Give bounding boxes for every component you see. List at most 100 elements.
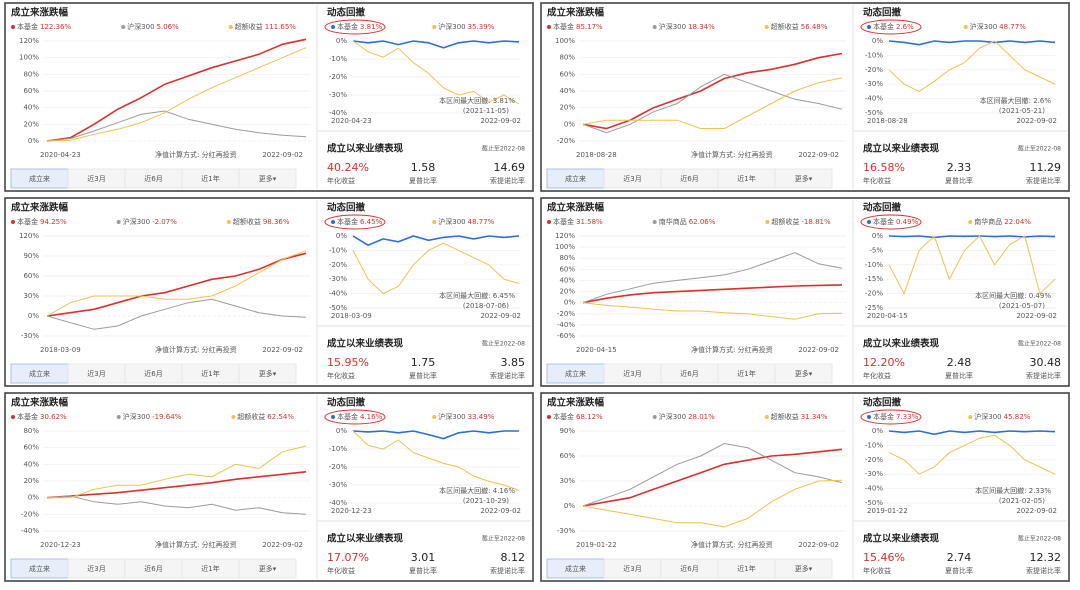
method: 净值计算方式: 分红再投资 <box>691 540 773 549</box>
tab[interactable] <box>774 558 833 579</box>
tab-label[interactable]: 近6月 <box>144 564 162 573</box>
legend-value: 62.54% <box>267 413 294 421</box>
tab[interactable] <box>774 363 833 384</box>
tab-label[interactable]: 成立来 <box>565 564 586 573</box>
legend-dot <box>968 415 973 419</box>
metric-label: 夏普比率 <box>945 566 973 575</box>
left-title: 成立来涨跌幅 <box>547 202 605 214</box>
method: 净值计算方式: 分红再投资 <box>155 150 237 159</box>
y-tick-label: -20% <box>865 456 883 464</box>
highlight-circle <box>860 214 922 230</box>
metric-label: 夏普比率 <box>409 371 437 380</box>
return-line <box>46 110 307 142</box>
tab-label[interactable]: 成立来 <box>565 174 586 183</box>
max-drawdown-date: (2021-10-29) <box>463 497 509 505</box>
return-line <box>582 73 843 134</box>
legend-dot <box>11 25 15 29</box>
tab-label[interactable]: 近6月 <box>680 174 698 183</box>
tab-label[interactable]: 成立来 <box>565 369 586 378</box>
y-tick-label: -10% <box>329 246 347 254</box>
tab-label[interactable]: 近1年 <box>737 174 755 183</box>
tab-label[interactable]: 更多▾ <box>795 174 813 183</box>
tab[interactable] <box>238 363 297 384</box>
metric-value: 1.58 <box>411 161 436 174</box>
tab-label[interactable]: 成立来 <box>29 174 50 183</box>
end-date: 2022-09-02 <box>480 312 521 320</box>
tab-label[interactable]: 近1年 <box>737 564 755 573</box>
tab-label[interactable]: 近3月 <box>623 564 641 573</box>
start-date: 2018-03-09 <box>331 312 372 320</box>
tab-label[interactable]: 近3月 <box>623 369 641 378</box>
y-tick-label: -30% <box>329 91 347 99</box>
y-tick-label: 80% <box>559 54 575 62</box>
tab-label[interactable]: 成立来 <box>29 564 50 573</box>
tab[interactable] <box>238 558 297 579</box>
start-date: 2018-08-28 <box>576 151 617 159</box>
legend-name: 本基金 <box>553 217 574 226</box>
return-line <box>46 471 307 499</box>
legend-name: 沪深300 <box>438 217 465 226</box>
legend-name: 沪深300 <box>123 412 150 421</box>
tab-label[interactable]: 近1年 <box>201 564 219 573</box>
tab-label[interactable]: 近6月 <box>680 564 698 573</box>
perf-title: 成立以来业绩表现 <box>863 338 940 350</box>
legend-name: 本基金 <box>17 217 38 226</box>
tab-label[interactable]: 近3月 <box>87 369 105 378</box>
cutoff: 截止至2022-08 <box>482 145 525 153</box>
legend-name: 本基金 <box>873 22 894 31</box>
metric-label: 年化收益 <box>327 566 355 575</box>
legend-name: 超额收益 <box>233 217 261 226</box>
left-title: 成立来涨跌幅 <box>11 397 69 409</box>
legend-dot <box>228 25 233 29</box>
y-tick-label: -20% <box>21 510 39 518</box>
tab[interactable] <box>238 168 297 189</box>
legend-value: 3.81% <box>360 23 383 31</box>
tab-label[interactable]: 近3月 <box>623 174 641 183</box>
y-tick-label: -30% <box>329 481 347 489</box>
metric-value: 3.85 <box>501 356 526 369</box>
tab-label[interactable]: 近3月 <box>87 564 105 573</box>
tab-label[interactable]: 更多▾ <box>259 369 277 378</box>
tab-label[interactable]: 近6月 <box>144 369 162 378</box>
metric-value: 14.69 <box>494 161 526 174</box>
y-tick-label: 0% <box>336 37 347 45</box>
y-tick-label: 100% <box>19 54 39 62</box>
left-title: 成立来涨跌幅 <box>547 7 605 19</box>
tab[interactable] <box>774 168 833 189</box>
legend-name: 本基金 <box>17 22 38 31</box>
y-tick-label: 60% <box>559 70 575 78</box>
tab-label[interactable]: 更多▾ <box>795 564 813 573</box>
end-date: 2022-09-02 <box>262 541 303 549</box>
legend-value: 45.82% <box>1004 413 1031 421</box>
metric-value: 8.12 <box>501 551 526 564</box>
tab-label[interactable]: 更多▾ <box>259 174 277 183</box>
return-line <box>582 442 843 507</box>
tab-label[interactable]: 近3月 <box>87 174 105 183</box>
panel-border <box>4 2 534 192</box>
tab-label[interactable]: 近1年 <box>201 174 219 183</box>
legend-name: 本基金 <box>553 412 574 421</box>
tab-label[interactable]: 成立来 <box>29 369 50 378</box>
perf-title: 成立以来业绩表现 <box>327 533 404 545</box>
end-date: 2022-09-02 <box>262 346 303 354</box>
metric-value: 12.32 <box>1030 551 1062 564</box>
y-tick-label: -20% <box>557 310 575 318</box>
method: 净值计算方式: 分红再投资 <box>155 345 237 354</box>
drawdown-line <box>888 430 1056 436</box>
return-line <box>46 252 307 317</box>
tab-label[interactable]: 近6月 <box>680 369 698 378</box>
perf-title: 成立以来业绩表现 <box>863 533 940 545</box>
y-tick-label: 60% <box>559 265 575 273</box>
tab-label[interactable]: 近1年 <box>737 369 755 378</box>
tab-label[interactable]: 更多▾ <box>795 369 813 378</box>
legend-dot <box>652 415 657 419</box>
method: 净值计算方式: 分红再投资 <box>691 345 773 354</box>
y-tick-label: 20% <box>559 288 575 296</box>
tab-label[interactable]: 近6月 <box>144 174 162 183</box>
legend-value: -19.64% <box>152 413 182 421</box>
tab-label[interactable]: 近1年 <box>201 369 219 378</box>
tab-label[interactable]: 更多▾ <box>259 564 277 573</box>
highlight-circle <box>324 214 386 230</box>
method: 净值计算方式: 分红再投资 <box>691 150 773 159</box>
return-line <box>582 479 843 528</box>
